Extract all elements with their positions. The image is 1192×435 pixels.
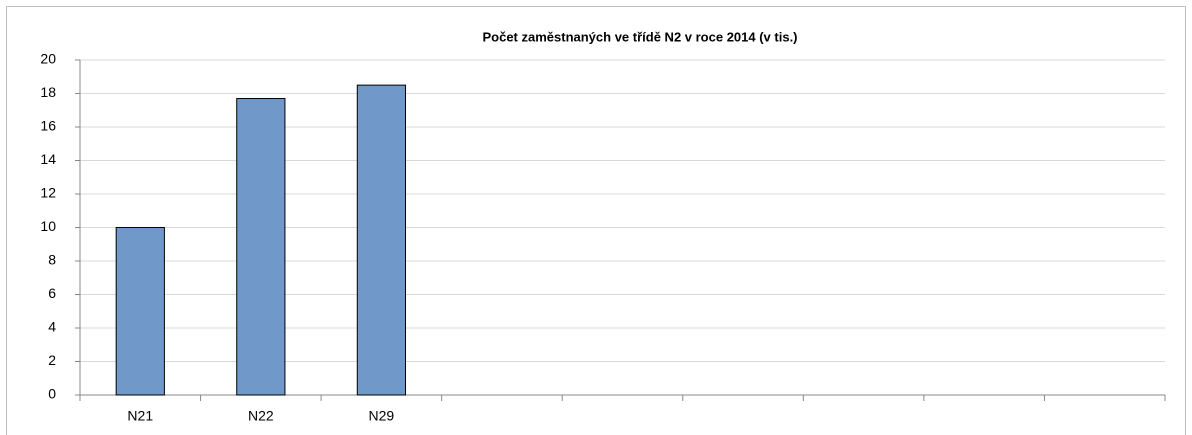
- y-tick-label: 16: [40, 118, 56, 134]
- y-tick-label: 6: [48, 285, 56, 301]
- x-tick-label: N21: [127, 408, 153, 424]
- bar: [356, 84, 406, 396]
- y-tick-label: 10: [40, 218, 56, 234]
- y-tick-label: 18: [40, 84, 56, 100]
- y-tick-label: 14: [40, 151, 56, 167]
- y-tick-label: 8: [48, 252, 56, 268]
- x-tick-label: N22: [248, 408, 274, 424]
- y-tick-label: 2: [48, 352, 56, 368]
- bar: [115, 227, 165, 396]
- y-tick-label: 12: [40, 185, 56, 201]
- chart-title: Počet zaměstnaných ve třídě N2 v roce 20…: [482, 29, 797, 44]
- y-tick-label: 20: [40, 51, 56, 67]
- bar: [236, 98, 286, 396]
- x-tick-label: N29: [369, 408, 395, 424]
- y-tick-label: 0: [48, 386, 56, 402]
- chart-border: [6, 6, 1186, 435]
- y-tick-label: 4: [48, 319, 56, 335]
